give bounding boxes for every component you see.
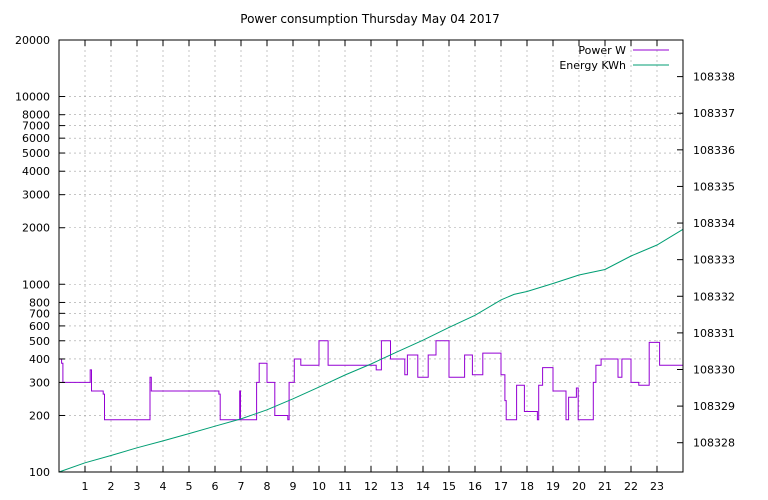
x-tick-label: 11	[338, 480, 352, 493]
y-tick-label: 400	[29, 353, 50, 366]
x-tick-label: 15	[442, 480, 456, 493]
x-tick-label: 19	[546, 480, 560, 493]
x-tick-label: 12	[364, 480, 378, 493]
y-tick-label: 500	[29, 335, 50, 348]
y-tick-label: 600	[29, 320, 50, 333]
y2-tick-label: 108338	[693, 71, 735, 84]
y2-tick-label: 108336	[693, 144, 735, 157]
y2-tick-label: 108332	[693, 290, 735, 303]
y-tick-label: 10000	[15, 91, 50, 104]
x-tick-label: 1	[82, 480, 89, 493]
y2-tick-label: 108329	[693, 400, 735, 413]
x-tick-label: 5	[186, 480, 193, 493]
x-tick-label: 2	[108, 480, 115, 493]
y-tick-label: 800	[29, 296, 50, 309]
x-tick-label: 16	[468, 480, 482, 493]
series-group	[58, 228, 684, 473]
x-tick-label: 20	[572, 480, 586, 493]
y-tick-label: 700	[29, 307, 50, 320]
x-tick-label: 22	[624, 480, 638, 493]
y2-axis: 108328 108329 108330 108331 108332 108333 1083…	[677, 71, 735, 450]
y2-tick-label: 108328	[693, 437, 735, 450]
chart-title: Power consumption Thursday May 04 2017	[240, 12, 499, 26]
y-tick-label: 200	[29, 409, 50, 422]
y2-tick-label: 108333	[693, 254, 735, 267]
x-tick-label: 9	[290, 480, 297, 493]
grid	[59, 40, 683, 472]
legend-label: Energy KWh	[559, 59, 626, 72]
legend-label: Power W	[578, 44, 626, 57]
x-tick-label: 17	[494, 480, 508, 493]
x-tick-label: 10	[312, 480, 326, 493]
legend: Power W Energy KWh	[559, 44, 669, 72]
series-line-energy-kwh	[58, 228, 684, 473]
x-tick-label: 3	[134, 480, 141, 493]
x-tick-label: 6	[212, 480, 219, 493]
y-tick-label: 2000	[22, 222, 50, 235]
y-tick-label: 4000	[22, 165, 50, 178]
y-tick-label: 20000	[15, 34, 50, 47]
y2-tick-label: 108334	[693, 217, 735, 230]
x-tick-label: 4	[160, 480, 167, 493]
x-axis: 1 2 3 4 5 6 7 8 9 10 11 12 13 14 15 16 17 18 19 20 21 22 23	[82, 40, 664, 493]
x-tick-label: 13	[390, 480, 404, 493]
y-tick-label: 5000	[22, 147, 50, 160]
series-line-power-w	[59, 340, 683, 421]
y2-tick-label: 108335	[693, 180, 735, 193]
y-tick-label: 1000	[22, 278, 50, 291]
y-tick-label: 7000	[22, 120, 50, 133]
x-tick-label: 23	[650, 480, 664, 493]
x-tick-label: 14	[416, 480, 430, 493]
y2-tick-label: 108330	[693, 363, 735, 376]
x-tick-label: 7	[238, 480, 245, 493]
y2-tick-label: 108331	[693, 327, 735, 340]
x-tick-label: 21	[598, 480, 612, 493]
y-tick-label: 300	[29, 376, 50, 389]
x-tick-label: 8	[264, 480, 271, 493]
y-tick-label: 8000	[22, 109, 50, 122]
y-tick-label: 3000	[22, 189, 50, 202]
y-tick-label: 6000	[22, 132, 50, 145]
y-tick-label: 100	[29, 466, 50, 479]
y2-tick-label: 108337	[693, 107, 735, 120]
x-tick-label: 18	[520, 480, 534, 493]
